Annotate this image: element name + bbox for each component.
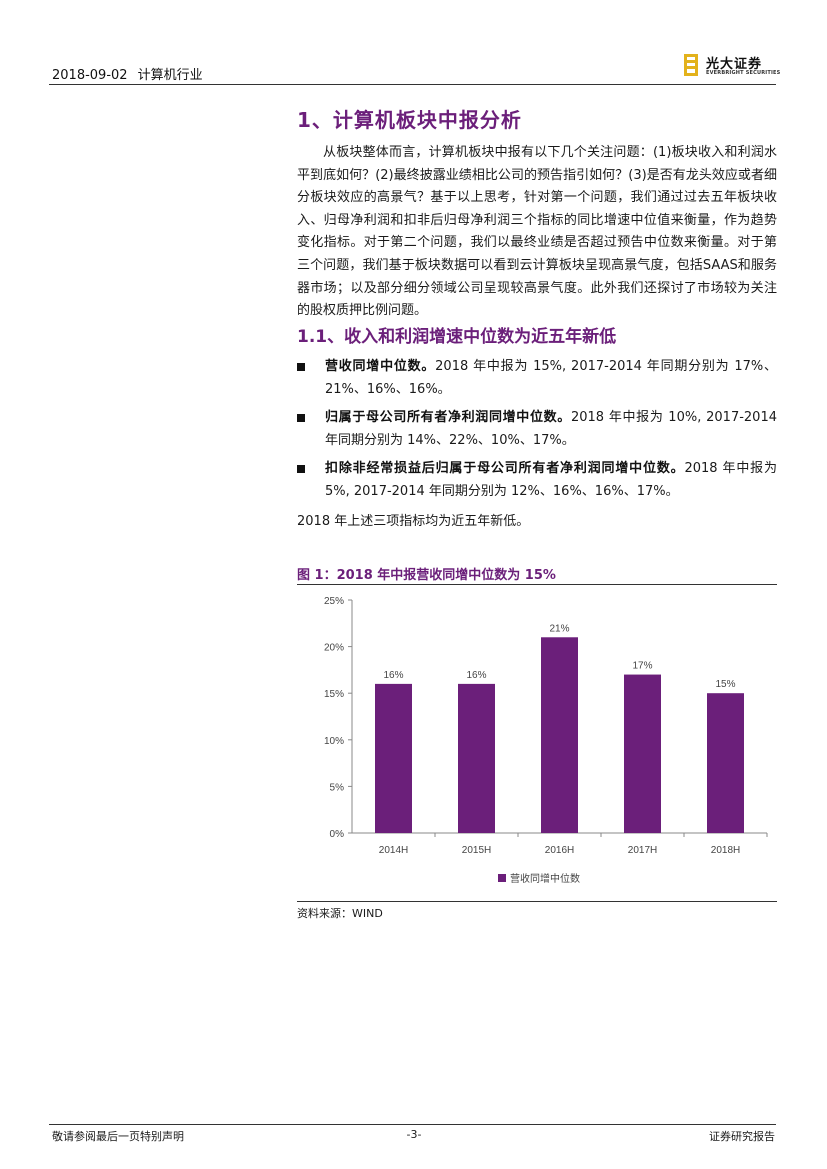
bullet-heading: 归属于母公司所有者净利润同增中位数。 [325,410,571,425]
figure-title: 图 1：2018 年中报营收同增中位数为 15% [297,568,556,583]
bullet-square-icon [297,465,305,473]
bullet-square-icon [297,363,305,371]
logo-english-name: EVERBRIGHT SECURITIES [706,70,781,76]
bullet-net-profit: 归属于母公司所有者净利润同增中位数。2018 年中报为 10%, 2017-20… [297,407,777,452]
bullet-text: 扣除非经常损益后归属于母公司所有者净利润同增中位数。2018 年中报为 5%, … [325,458,777,503]
bullet-revenue: 营收同增中位数。2018 年中报为 15%, 2017-2014 年同期分别为 … [297,356,777,401]
y-tick-label: 0% [330,829,345,840]
data-label: 16% [466,670,486,681]
bullet-body: 2018 年中报为 10%, 2017-2014 年同期分别为 14%、22%、… [325,410,777,448]
x-tick-label: 2014H [379,845,408,856]
y-tick-label: 15% [324,689,344,700]
y-tick-label: 20% [324,643,344,654]
x-tick-label: 2015H [462,845,491,856]
industry-name: 计算机行业 [137,68,203,83]
y-tick-label: 5% [330,782,345,793]
bar [707,693,744,833]
footer-report-type: 证券研究报告 [709,1130,775,1143]
footer-disclaimer: 敬请参阅最后一页特别声明 [52,1130,184,1143]
conclusion-text: 2018 年上述三项指标均为近五年新低。 [297,514,530,529]
header-date-industry: 2018-09-02 计算机行业 [52,64,203,83]
bullet-heading: 营收同增中位数。 [325,359,436,374]
figure-top-rule [297,584,777,585]
page-number: -3- [406,1128,422,1141]
data-label: 17% [632,661,652,672]
bullet-deducted-net-profit: 扣除非经常损益后归属于母公司所有者净利润同增中位数。2018 年中报为 5%, … [297,458,777,503]
bullet-heading: 扣除非经常损益后归属于母公司所有者净利润同增中位数。 [325,461,685,476]
figure-bottom-rule [297,901,777,902]
x-tick-label: 2016H [545,845,574,856]
legend-label: 营收同增中位数 [510,872,580,885]
revenue-growth-bar-chart: 0% 5% 10% 15% 20% 25% 16% 2014H 16% 2015H 21% 2016H… [324,596,768,885]
bullet-text: 归属于母公司所有者净利润同增中位数。2018 年中报为 10%, 2017-20… [325,407,777,452]
company-logo: 光大证券 EVERBRIGHT SECURITIES [684,54,780,78]
bar [458,683,495,833]
bullet-body: 2018 年中报为 5%, 2017-2014 年同期分别为 12%、16%、1… [325,461,777,499]
data-label: 16% [383,670,403,681]
x-tick-label: 2017H [628,845,657,856]
everbright-logo-icon [684,54,698,76]
bullet-body: 2018 年中报为 15%, 2017-2014 年同期分别为 17%、21%、… [325,359,777,397]
header-divider [49,84,776,85]
y-tick-label: 10% [324,736,344,747]
logo-chinese-name: 光大证券 [706,57,763,72]
section-intro-paragraph: 从板块整体而言，计算机板块中报有以下几个关注问题：(1)板块收入和利润水平到底如… [297,145,777,319]
footer-divider [49,1124,776,1125]
report-date: 2018-09-02 [52,68,128,83]
bar [375,683,412,833]
section-title: 1、计算机板块中报分析 [297,108,522,132]
data-label: 21% [549,623,569,634]
bar [624,674,661,833]
bullet-square-icon [297,414,305,422]
y-tick-label: 25% [324,596,344,607]
bullet-text: 营收同增中位数。2018 年中报为 15%, 2017-2014 年同期分别为 … [325,356,777,401]
legend-swatch [498,874,506,882]
bar [541,637,578,833]
data-label: 15% [715,679,735,690]
figure-source: 资料来源：WIND [297,907,383,920]
subsection-title: 1.1、收入和利润增速中位数为近五年新低 [297,327,617,347]
x-tick-label: 2018H [711,845,740,856]
